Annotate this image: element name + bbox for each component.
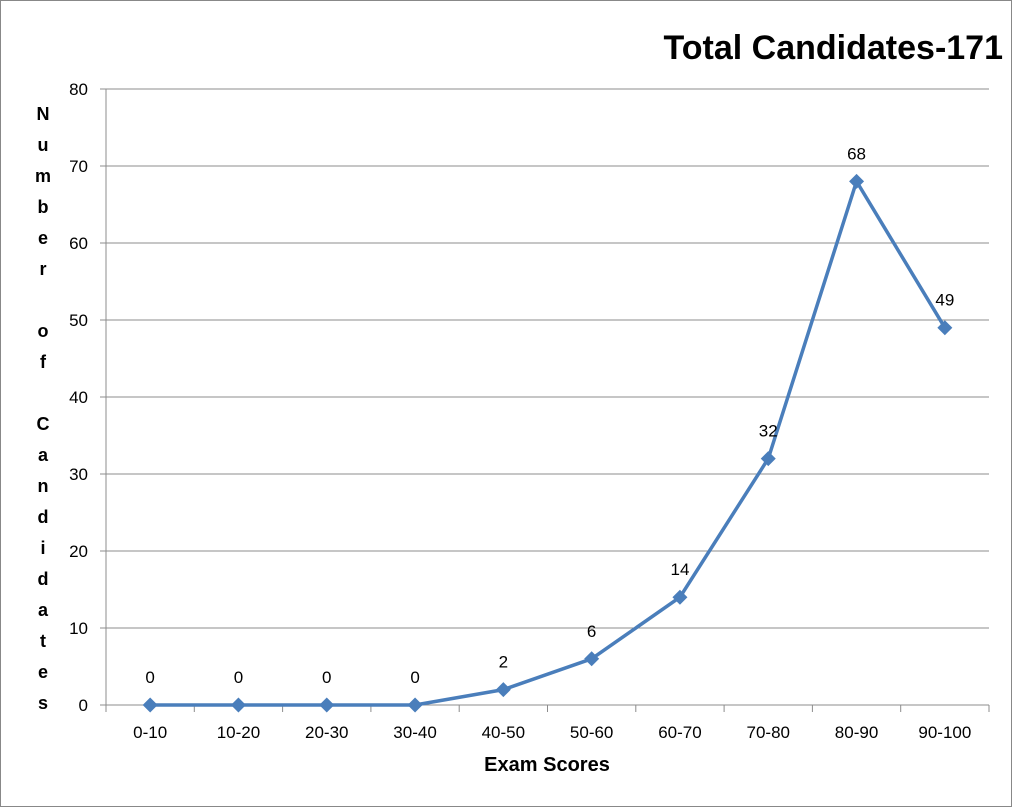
series-line [148,179,947,707]
y-tick-label: 60 [69,234,88,253]
y-axis-title-char: C [36,414,50,434]
y-axis-title-char: a [37,445,48,465]
x-tick-label: 90-100 [918,723,971,742]
x-tick-label: 20-30 [305,723,348,742]
y-axis-title-char: i [40,538,46,558]
y-axis-title-char: t [40,631,46,651]
data-point-marker [849,173,865,189]
x-tick-label: 0-10 [133,723,167,742]
x-tick-label: 80-90 [835,723,878,742]
y-tick-label: 10 [69,619,88,638]
y-axis-title-char: b [37,197,49,217]
data-label: 6 [587,622,596,641]
x-tick-label: 10-20 [217,723,260,742]
y-tick-label: 80 [69,80,88,99]
y-tick-label: 0 [79,696,88,715]
y-axis-title-char: a [37,600,48,620]
y-axis-title-char: f [40,352,46,372]
x-tick-label: 50-60 [570,723,613,742]
y-axis-title-char: e [37,228,48,248]
data-label: 32 [759,422,778,441]
y-axis-title-char: s [37,693,48,713]
y-axis-title-char: o [37,321,49,341]
data-point-marker [142,697,158,713]
x-tick-label: 70-80 [747,723,790,742]
x-tick-label: 60-70 [658,723,701,742]
data-label: 0 [322,668,331,687]
data-label: 49 [935,291,954,310]
data-label: 0 [410,668,419,687]
x-tick-label: 30-40 [393,723,436,742]
data-label: 2 [499,653,508,672]
data-label: 0 [234,668,243,687]
data-point-marker [584,651,600,667]
chart-title: Total Candidates-171 [663,29,1003,67]
data-point-marker [495,682,511,698]
data-label: 68 [847,144,866,163]
y-axis-title-char: e [37,662,48,682]
data-point-marker [937,320,953,336]
y-axis-title-char: n [37,476,49,496]
data-point-marker [760,451,776,467]
y-axis-title-char: N [36,104,50,124]
y-tick-label: 20 [69,542,88,561]
y-tick-label: 30 [69,465,88,484]
y-axis-title-char: d [37,569,49,589]
data-point-marker [672,589,688,605]
data-label: 14 [670,560,689,579]
y-tick-label: 70 [69,157,88,176]
data-point-marker [319,697,335,713]
y-axis-title-char: m [34,166,51,186]
x-axis-title: Exam Scores [484,754,610,776]
data-point-marker [230,697,246,713]
y-axis-title-char: r [39,259,47,279]
y-axis-title-char: d [37,507,49,527]
y-axis-title-char: u [37,135,49,155]
x-tick-label: 40-50 [482,723,525,742]
data-point-marker [407,697,423,713]
y-tick-label: 50 [69,311,88,330]
data-label: 0 [145,668,154,687]
y-tick-label: 40 [69,388,88,407]
